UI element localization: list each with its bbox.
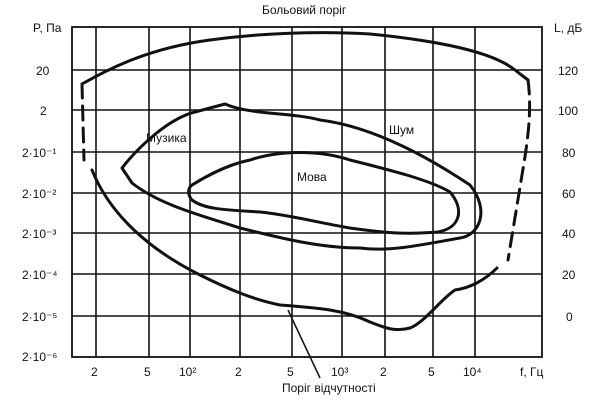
left-tick: 2·10⁻² bbox=[22, 187, 56, 201]
bottom-tick: 2 bbox=[235, 365, 242, 379]
left-tick: 2·10⁻⁴ bbox=[22, 268, 58, 282]
right-axis: L, дБ 120 100 80 60 40 20 0 bbox=[554, 21, 582, 324]
bottom-tick: 10² bbox=[179, 365, 196, 379]
hearing-threshold-leader bbox=[287, 309, 321, 379]
bottom-tick: 10⁴ bbox=[463, 365, 482, 379]
grid bbox=[71, 26, 543, 358]
pain-threshold-dashed-left bbox=[80, 82, 86, 162]
right-tick: 40 bbox=[562, 227, 576, 241]
left-tick: 2 bbox=[40, 104, 47, 118]
pain-threshold-curve bbox=[80, 31, 530, 86]
left-tick: 2·10⁻¹ bbox=[22, 146, 56, 160]
bottom-tick: 5 bbox=[428, 365, 435, 379]
hearing-threshold-label: Поріг відчутності bbox=[282, 381, 376, 395]
speech-area bbox=[187, 151, 460, 235]
pain-threshold-label: Больовий поріг bbox=[262, 3, 347, 17]
bottom-tick: 10³ bbox=[331, 365, 348, 379]
bottom-tick: 5 bbox=[144, 365, 151, 379]
bottom-tick: 2 bbox=[91, 365, 98, 379]
right-axis-title: L, дБ bbox=[554, 21, 582, 35]
left-tick: 2·10⁻³ bbox=[22, 227, 56, 241]
right-tick: 20 bbox=[562, 268, 576, 282]
left-axis-title: P, Па bbox=[33, 21, 62, 35]
bottom-axis-title: f, Гц bbox=[520, 365, 544, 379]
left-axis: P, Па 20 2 2·10⁻¹ 2·10⁻² 2·10⁻³ 2·10⁻⁴ 2… bbox=[22, 21, 62, 364]
right-tick: 60 bbox=[562, 187, 576, 201]
right-tick: 0 bbox=[566, 310, 573, 324]
music-area bbox=[120, 102, 483, 251]
left-tick: 2·10⁻⁶ bbox=[22, 350, 57, 364]
bottom-tick: 5 bbox=[287, 365, 294, 379]
left-tick: 2·10⁻⁵ bbox=[22, 310, 57, 324]
noise-label: Шум bbox=[389, 123, 414, 137]
speech-label: Мова bbox=[297, 170, 327, 184]
right-tick: 100 bbox=[558, 104, 578, 118]
left-tick: 20 bbox=[36, 64, 50, 78]
pain-threshold-dashed-right bbox=[506, 78, 532, 262]
music-label: Музика bbox=[146, 131, 187, 145]
annotations: Больовий поріг Поріг відчутності Музика … bbox=[146, 3, 414, 395]
hearing-threshold-curve bbox=[90, 168, 499, 332]
right-tick: 80 bbox=[562, 146, 576, 160]
bottom-axis: 2 5 10² 2 5 10³ 2 5 10⁴ f, Гц bbox=[91, 365, 544, 379]
bottom-tick: 2 bbox=[380, 365, 387, 379]
right-tick: 120 bbox=[558, 64, 578, 78]
curves bbox=[80, 31, 532, 379]
